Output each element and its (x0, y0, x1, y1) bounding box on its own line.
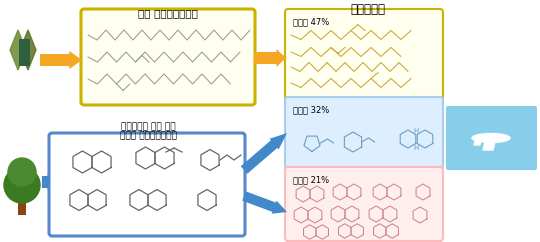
Circle shape (8, 158, 36, 186)
Text: 석유항공유: 석유항공유 (350, 3, 386, 16)
Polygon shape (42, 173, 50, 191)
FancyBboxPatch shape (446, 106, 537, 170)
Text: 석유항공유 완전 대체: 석유항공유 완전 대체 (120, 122, 176, 131)
Polygon shape (483, 138, 496, 150)
Polygon shape (10, 30, 26, 70)
FancyBboxPatch shape (285, 167, 443, 241)
FancyBboxPatch shape (285, 97, 443, 169)
Text: 방향족 21%: 방향족 21% (293, 175, 329, 184)
Ellipse shape (472, 134, 510, 143)
Polygon shape (254, 49, 286, 67)
Text: 기존 지속가능항공유: 기존 지속가능항공유 (138, 8, 198, 18)
Circle shape (4, 167, 40, 203)
Text: 파라핀 47%: 파라핀 47% (293, 17, 329, 26)
FancyBboxPatch shape (49, 133, 245, 236)
Polygon shape (241, 133, 287, 174)
Polygon shape (40, 51, 82, 69)
Polygon shape (20, 30, 36, 70)
Polygon shape (242, 191, 287, 214)
Text: 차세대 지속가능항공유: 차세대 지속가능항공유 (119, 131, 177, 140)
Text: H: H (414, 128, 418, 134)
Text: 나프텐 32%: 나프텐 32% (293, 105, 329, 114)
Text: H: H (414, 145, 418, 151)
Polygon shape (474, 138, 481, 145)
FancyBboxPatch shape (19, 39, 30, 66)
FancyBboxPatch shape (18, 200, 26, 215)
FancyBboxPatch shape (285, 9, 443, 99)
FancyBboxPatch shape (81, 9, 255, 105)
